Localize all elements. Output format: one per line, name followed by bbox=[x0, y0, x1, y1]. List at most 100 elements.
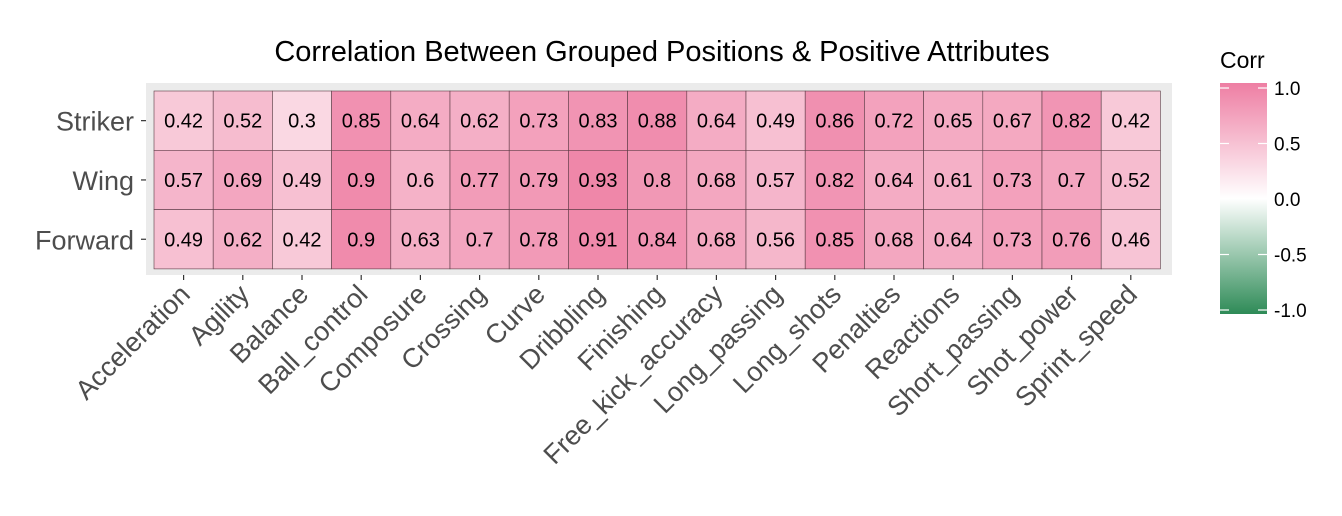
y-axis: Striker Wing Forward bbox=[35, 107, 146, 255]
cell-value-label: 0.78 bbox=[519, 229, 558, 251]
heatmap-cell bbox=[449, 150, 510, 210]
cell-value-label: 0.57 bbox=[756, 170, 795, 192]
heatmap-cell bbox=[686, 90, 747, 151]
cell-value-label: 0.57 bbox=[164, 170, 203, 192]
heatmap-cell bbox=[864, 209, 924, 270]
heatmap-cell bbox=[1100, 209, 1161, 270]
heatmap-cell bbox=[508, 150, 569, 210]
cell-value-label: 0.77 bbox=[460, 170, 499, 192]
cell-value-label: 0.84 bbox=[638, 229, 677, 251]
cell-value-label: 0.62 bbox=[223, 229, 262, 251]
cell-value-label: 0.72 bbox=[875, 111, 914, 133]
cell-value-label: 0.49 bbox=[283, 170, 322, 192]
cell-value-label: 0.82 bbox=[1052, 111, 1091, 133]
heatmap-cell bbox=[923, 90, 984, 151]
heatmap-cell bbox=[686, 209, 747, 270]
heatmap-cell bbox=[804, 209, 865, 270]
heatmap-cell bbox=[627, 150, 688, 210]
heatmap-cell bbox=[153, 90, 214, 151]
cell-value-label: 0.9 bbox=[347, 170, 375, 192]
heatmap-cell bbox=[1100, 150, 1161, 210]
y-tick-label: Wing bbox=[72, 166, 134, 196]
heatmap-cell bbox=[272, 90, 332, 151]
heatmap-cell bbox=[331, 90, 392, 151]
cell-value-label: 0.6 bbox=[406, 170, 434, 192]
heatmap-cell bbox=[1041, 150, 1102, 210]
cell-value-label: 0.61 bbox=[934, 170, 973, 192]
heatmap-cell bbox=[923, 209, 984, 270]
heatmap-cell bbox=[982, 209, 1043, 270]
heatmap-cells: 0.42 0.52 0.3 0.85 0.64 0.62 0.73 0.83 0.88 0.64 0… bbox=[153, 90, 1161, 270]
x-tick-label: Acceleration bbox=[70, 279, 196, 405]
cell-value-label: 0.64 bbox=[697, 111, 736, 133]
legend-tick-label: 1.0 bbox=[1274, 79, 1300, 100]
heatmap-cell bbox=[745, 209, 806, 270]
cell-value-label: 0.7 bbox=[1058, 170, 1086, 192]
legend-tick-label: -0.5 bbox=[1274, 246, 1307, 267]
chart-title: Correlation Between Grouped Positions & … bbox=[274, 36, 1049, 68]
cell-value-label: 0.86 bbox=[815, 111, 854, 133]
cell-value-label: 0.56 bbox=[756, 229, 795, 251]
heatmap-cell bbox=[923, 150, 984, 210]
heatmap-cell bbox=[331, 150, 392, 210]
heatmap-cell bbox=[1100, 90, 1161, 151]
cell-value-label: 0.63 bbox=[401, 229, 440, 251]
cell-value-label: 0.64 bbox=[401, 111, 440, 133]
cell-value-label: 0.82 bbox=[815, 170, 854, 192]
cell-value-label: 0.65 bbox=[934, 111, 973, 133]
legend-ticks: 1.0 0.5 0.0 -0.5 -1.0 bbox=[1220, 79, 1307, 322]
heatmap-cell bbox=[272, 209, 332, 270]
heatmap-cell bbox=[153, 150, 214, 210]
legend-tick-label: -1.0 bbox=[1274, 301, 1307, 322]
cell-value-label: 0.73 bbox=[519, 111, 558, 133]
heatmap-cell bbox=[804, 90, 865, 151]
heatmap-cell bbox=[864, 90, 924, 151]
x-axis: AccelerationAgilityBalanceBall_controlCo… bbox=[70, 275, 1143, 470]
cell-value-label: 0.8 bbox=[643, 170, 671, 192]
cell-value-label: 0.73 bbox=[993, 170, 1032, 192]
cell-value-label: 0.67 bbox=[993, 111, 1032, 133]
heatmap-cell bbox=[212, 150, 273, 210]
cell-value-label: 0.64 bbox=[875, 170, 914, 192]
cell-value-label: 0.64 bbox=[934, 229, 973, 251]
y-tick-label: Forward bbox=[35, 225, 134, 255]
cell-value-label: 0.49 bbox=[164, 229, 203, 251]
cell-value-label: 0.7 bbox=[466, 229, 494, 251]
cell-value-label: 0.85 bbox=[342, 111, 381, 133]
heatmap-cell bbox=[212, 90, 273, 151]
heatmap-cell bbox=[1041, 209, 1102, 270]
heatmap-cell bbox=[568, 90, 628, 151]
heatmap-cell bbox=[627, 209, 688, 270]
heatmap-cell bbox=[568, 209, 628, 270]
cell-value-label: 0.79 bbox=[519, 170, 558, 192]
cell-value-label: 0.52 bbox=[223, 111, 262, 133]
color-legend: Corr 1.0 0.5 0.0 -0.5 -1.0 bbox=[1220, 47, 1307, 322]
cell-value-label: 0.73 bbox=[993, 229, 1032, 251]
heatmap-cell bbox=[864, 150, 924, 210]
cell-value-label: 0.68 bbox=[697, 229, 736, 251]
cell-value-label: 0.93 bbox=[579, 170, 618, 192]
heatmap-cell bbox=[153, 209, 214, 270]
cell-value-label: 0.69 bbox=[223, 170, 262, 192]
heatmap-cell bbox=[390, 209, 451, 270]
heatmap-cell bbox=[1041, 90, 1102, 151]
cell-value-label: 0.68 bbox=[697, 170, 736, 192]
heatmap-cell bbox=[331, 209, 392, 270]
cell-value-label: 0.68 bbox=[875, 229, 914, 251]
y-tick-label: Striker bbox=[56, 107, 134, 137]
cell-value-label: 0.9 bbox=[347, 229, 375, 251]
cell-value-label: 0.3 bbox=[288, 111, 316, 133]
legend-tick-label: 0.0 bbox=[1274, 190, 1300, 211]
cell-value-label: 0.83 bbox=[579, 111, 618, 133]
cell-value-label: 0.42 bbox=[1111, 111, 1150, 133]
heatmap-cell bbox=[272, 150, 332, 210]
cell-value-label: 0.52 bbox=[1111, 170, 1150, 192]
cell-value-label: 0.76 bbox=[1052, 229, 1091, 251]
cell-value-label: 0.42 bbox=[283, 229, 322, 251]
heatmap-cell bbox=[212, 209, 273, 270]
heatmap-cell bbox=[568, 150, 628, 210]
cell-value-label: 0.91 bbox=[579, 229, 618, 251]
cell-value-label: 0.88 bbox=[638, 111, 677, 133]
legend-title: Corr bbox=[1220, 47, 1265, 73]
